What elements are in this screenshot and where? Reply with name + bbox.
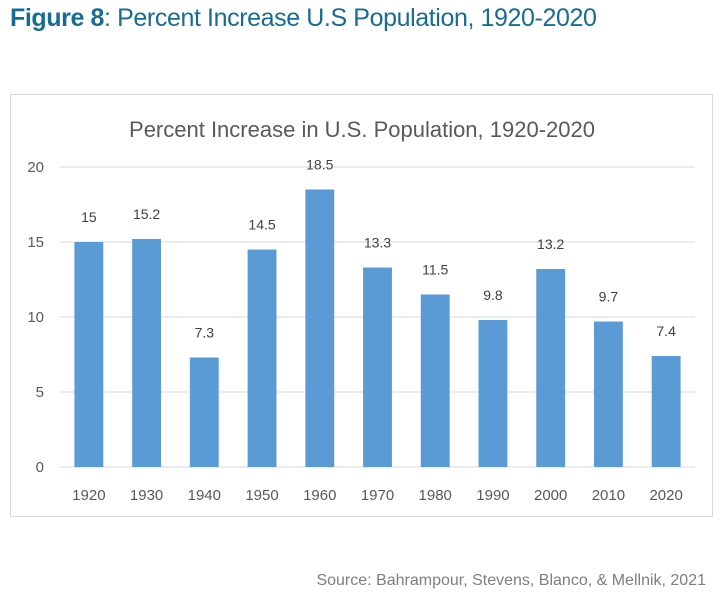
bar-1960	[305, 189, 335, 467]
x-tick-label: 2000	[534, 487, 567, 504]
x-axis-ticks: 1920 1930 1940 1950 1960 1970 1980 1990 2000 2010…	[72, 487, 683, 504]
bar-1950	[247, 249, 277, 467]
y-tick-label: 15	[27, 234, 44, 251]
data-label-2000: 13.2	[537, 236, 564, 252]
bar-1980	[420, 294, 450, 467]
bar-1930	[132, 239, 162, 467]
source-citation: Source: Bahrampour, Stevens, Blanco, & M…	[316, 572, 706, 589]
data-label-1980: 11.5	[422, 262, 448, 278]
x-tick-label: 1960	[303, 487, 336, 504]
y-tick-label: 20	[27, 159, 44, 176]
data-label-1920: 15	[81, 209, 97, 225]
bar-1940	[189, 357, 219, 467]
data-label-1990: 9.8	[483, 287, 503, 303]
x-tick-label: 1940	[188, 487, 221, 504]
bars	[74, 189, 681, 467]
data-label-1940: 7.3	[195, 325, 215, 341]
x-tick-label: 1970	[361, 487, 394, 504]
figure-title: Figure 8: Percent Increase U.S Populatio…	[10, 4, 597, 33]
y-tick-label: 10	[27, 309, 44, 326]
figure-label: Figure 8	[10, 4, 105, 32]
bar-2020	[651, 356, 681, 467]
data-label-2020: 7.4	[656, 323, 676, 339]
chart-title: Percent Increase in U.S. Population, 192…	[129, 117, 595, 142]
x-tick-label: 2020	[649, 487, 682, 504]
x-tick-label: 1930	[130, 487, 163, 504]
y-tick-label: 5	[36, 384, 44, 401]
bar-1970	[363, 267, 392, 467]
data-labels: 15 15.2 7.3 14.5 18.5 13.3 11.5 9.8 13.2 9.7 7.4	[81, 157, 676, 341]
data-label-1950: 14.5	[248, 217, 275, 233]
bar-2010	[593, 321, 623, 467]
data-label-1960: 18.5	[306, 157, 333, 173]
bar-1920	[74, 242, 104, 467]
x-tick-label: 1920	[72, 487, 105, 504]
data-label-1970: 13.3	[364, 235, 391, 251]
x-tick-label: 1990	[476, 487, 509, 504]
x-tick-label: 1950	[245, 487, 278, 504]
bar-1990	[478, 320, 508, 467]
data-label-2010: 9.7	[599, 289, 619, 305]
figure-title-text: : Percent Increase U.S Population, 1920-…	[104, 4, 597, 32]
y-axis-ticks: 0 5 10 15 20	[27, 159, 44, 476]
bar-2000	[536, 269, 566, 467]
x-tick-label: 2010	[592, 487, 625, 504]
y-tick-label: 0	[36, 459, 44, 476]
data-label-1930: 15.2	[133, 206, 160, 222]
x-tick-label: 1980	[419, 487, 452, 504]
